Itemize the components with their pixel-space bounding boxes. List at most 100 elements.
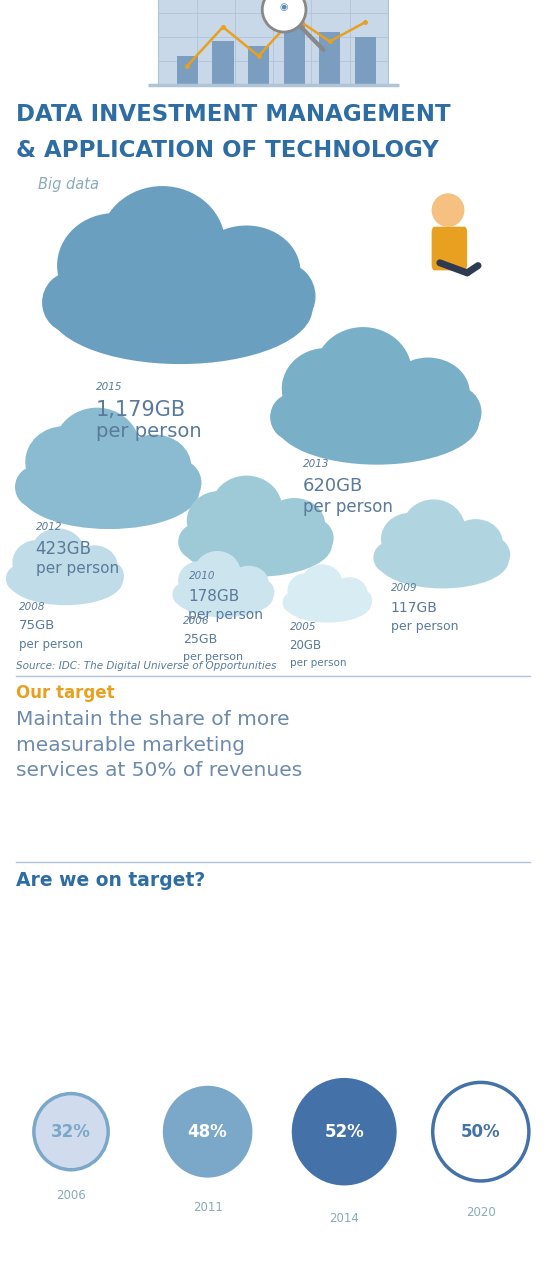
Ellipse shape	[48, 253, 312, 364]
Ellipse shape	[376, 532, 508, 589]
Ellipse shape	[275, 379, 479, 464]
Ellipse shape	[296, 520, 334, 558]
Ellipse shape	[287, 574, 325, 607]
Ellipse shape	[175, 576, 273, 617]
Ellipse shape	[57, 213, 171, 318]
Ellipse shape	[381, 513, 438, 566]
Ellipse shape	[228, 566, 269, 601]
Text: & APPLICATION OF TECHNOLOGY: & APPLICATION OF TECHNOLOGY	[16, 139, 439, 162]
Ellipse shape	[284, 586, 371, 622]
Ellipse shape	[477, 538, 510, 571]
Ellipse shape	[314, 327, 412, 418]
Ellipse shape	[163, 1085, 253, 1178]
Text: per person: per person	[290, 658, 346, 669]
Text: 423GB: 423GB	[35, 540, 91, 558]
Ellipse shape	[8, 557, 123, 606]
Ellipse shape	[351, 589, 372, 611]
Text: 2010: 2010	[189, 571, 215, 581]
Text: Big data: Big data	[38, 177, 99, 193]
Text: 2014: 2014	[329, 1213, 359, 1226]
Ellipse shape	[249, 262, 315, 331]
Text: per person: per person	[19, 638, 83, 651]
Text: per person: per person	[96, 422, 201, 441]
FancyBboxPatch shape	[248, 46, 269, 85]
FancyBboxPatch shape	[177, 55, 198, 85]
Ellipse shape	[42, 271, 102, 333]
Ellipse shape	[34, 1093, 108, 1170]
Ellipse shape	[118, 435, 191, 498]
Ellipse shape	[25, 426, 103, 498]
Ellipse shape	[156, 460, 202, 505]
Ellipse shape	[181, 514, 332, 576]
Ellipse shape	[402, 499, 465, 558]
Ellipse shape	[264, 498, 325, 550]
FancyBboxPatch shape	[432, 226, 467, 270]
Ellipse shape	[432, 193, 464, 226]
Ellipse shape	[194, 550, 241, 594]
Ellipse shape	[172, 583, 195, 606]
Text: 117GB: 117GB	[391, 601, 437, 615]
Ellipse shape	[31, 529, 85, 579]
Text: per person: per person	[303, 498, 393, 516]
Text: 1,179GB: 1,179GB	[96, 400, 186, 421]
Ellipse shape	[6, 566, 32, 592]
Ellipse shape	[211, 476, 282, 543]
Text: 2013: 2013	[303, 459, 330, 469]
Text: per person: per person	[183, 652, 243, 662]
Ellipse shape	[292, 1078, 396, 1186]
Text: 50%: 50%	[461, 1123, 501, 1141]
Text: 178GB: 178GB	[189, 589, 240, 604]
Text: DATA INVESTMENT MANAGEMENT: DATA INVESTMENT MANAGEMENT	[16, 103, 451, 126]
Ellipse shape	[301, 565, 343, 603]
Ellipse shape	[192, 225, 301, 318]
Ellipse shape	[433, 1083, 529, 1181]
Ellipse shape	[332, 577, 367, 607]
Text: 25GB: 25GB	[183, 633, 217, 646]
Ellipse shape	[270, 394, 316, 441]
FancyBboxPatch shape	[212, 41, 234, 85]
Ellipse shape	[99, 186, 225, 303]
Ellipse shape	[283, 593, 302, 612]
Text: Maintain the share of more
measurable marketing
services at 50% of revenues: Maintain the share of more measurable ma…	[16, 710, 302, 781]
Text: per person: per person	[189, 608, 264, 622]
Ellipse shape	[187, 491, 251, 550]
Ellipse shape	[54, 408, 140, 487]
Ellipse shape	[386, 358, 470, 430]
Text: 75GB: 75GB	[19, 619, 55, 631]
Ellipse shape	[178, 525, 212, 559]
Text: Source: IDC: The Digital Universe of Opportunities: Source: IDC: The Digital Universe of Opp…	[16, 661, 277, 671]
Ellipse shape	[71, 545, 118, 585]
Text: per person: per person	[35, 561, 119, 576]
Text: 20GB: 20GB	[290, 639, 321, 652]
FancyBboxPatch shape	[283, 22, 305, 85]
Text: 52%: 52%	[324, 1123, 364, 1141]
Text: 2012: 2012	[35, 522, 62, 532]
Text: ◉: ◉	[280, 3, 288, 12]
Ellipse shape	[449, 520, 503, 566]
Text: per person: per person	[391, 620, 458, 633]
Ellipse shape	[282, 349, 370, 430]
FancyBboxPatch shape	[354, 37, 376, 85]
Text: 2009: 2009	[391, 583, 417, 593]
Text: 2006: 2006	[183, 616, 209, 626]
Ellipse shape	[15, 466, 56, 508]
Text: 2015: 2015	[96, 382, 122, 392]
Text: 620GB: 620GB	[303, 477, 363, 495]
Ellipse shape	[374, 543, 404, 574]
Ellipse shape	[95, 561, 124, 590]
Text: 2008: 2008	[19, 602, 45, 612]
Ellipse shape	[250, 580, 274, 604]
Ellipse shape	[19, 454, 199, 529]
Text: Are we on target?: Are we on target?	[16, 871, 206, 890]
Text: 32%: 32%	[51, 1123, 91, 1141]
Text: Our target: Our target	[16, 684, 115, 702]
Text: 2011: 2011	[193, 1201, 222, 1214]
Ellipse shape	[178, 561, 221, 601]
FancyBboxPatch shape	[158, 0, 388, 85]
Ellipse shape	[262, 0, 306, 32]
Ellipse shape	[12, 540, 62, 585]
FancyBboxPatch shape	[319, 32, 340, 85]
Text: 2020: 2020	[466, 1205, 496, 1219]
Ellipse shape	[431, 386, 482, 439]
Text: 2005: 2005	[290, 622, 316, 633]
